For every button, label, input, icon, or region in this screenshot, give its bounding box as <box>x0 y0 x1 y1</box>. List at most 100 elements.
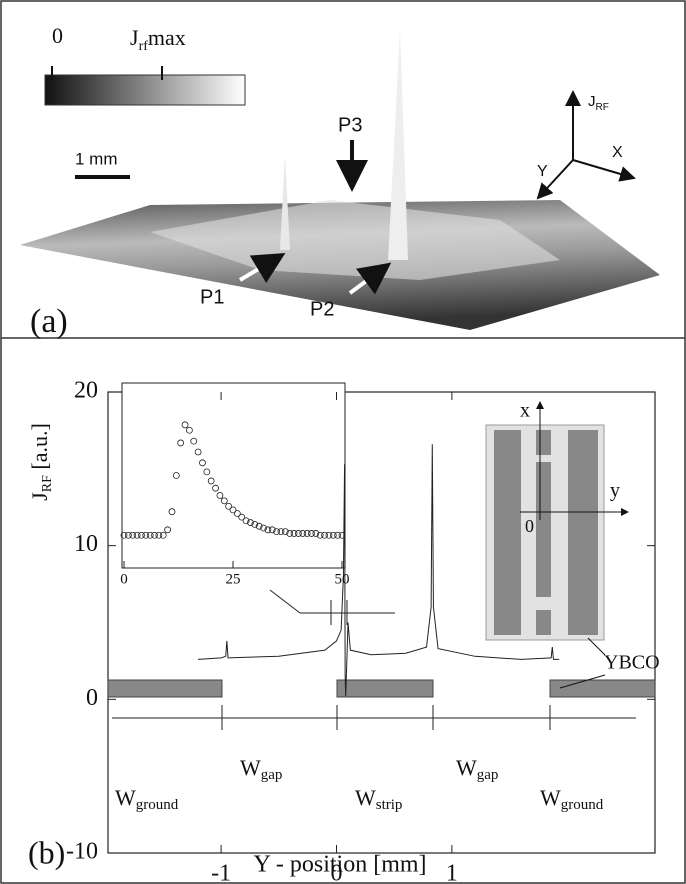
colorbar-max: Jrfmax <box>130 25 186 54</box>
inset-point <box>164 526 172 534</box>
axis-name: JRF <box>588 93 609 113</box>
inset-point <box>155 531 163 539</box>
inset-point <box>264 526 272 534</box>
y-label: JRF [a.u.] <box>27 423 55 501</box>
panel-label: (a) <box>30 303 68 340</box>
scale-label: 1 mm <box>75 149 118 168</box>
device-label: y <box>610 480 620 502</box>
inset-tick-label: 50 <box>335 571 350 587</box>
annotation: P2 <box>310 298 334 320</box>
inset-pointer <box>269 589 395 625</box>
inset-point <box>190 437 198 445</box>
inset-point <box>338 531 346 539</box>
inset-point <box>321 531 328 539</box>
y-tick-label: 0 <box>86 685 98 711</box>
t: J <box>27 492 52 501</box>
t: W <box>540 785 561 810</box>
inset-point <box>238 513 246 521</box>
colorbar-min: 0 <box>52 23 63 48</box>
inset-point <box>216 492 224 499</box>
ground-bar <box>549 679 656 698</box>
inset-point <box>329 531 337 539</box>
spike <box>280 155 290 250</box>
t: RF <box>596 102 609 113</box>
device <box>485 401 629 689</box>
panel-label: (b) <box>28 834 65 870</box>
inset-point <box>199 459 206 467</box>
arrow <box>238 252 286 284</box>
inset-point <box>172 472 180 479</box>
inset-point <box>146 531 154 539</box>
svg-text:Wgap: Wgap <box>456 755 498 783</box>
inset-frame <box>121 382 346 569</box>
x-tick-label: 0 <box>330 861 342 884</box>
t: strip <box>376 797 403 813</box>
inset-point <box>299 530 307 537</box>
inset-point <box>242 517 250 525</box>
inset-point <box>133 531 141 539</box>
colorbar <box>44 74 246 106</box>
svg-text:Wgap: Wgap <box>240 755 282 783</box>
ground-bar <box>107 679 223 698</box>
annotation: P1 <box>200 286 224 308</box>
inset-point <box>207 477 215 485</box>
inset-tick-label: 25 <box>226 571 241 587</box>
svg-text:Wstrip: Wstrip <box>355 785 402 813</box>
t: RF <box>40 475 55 492</box>
t: J <box>130 25 139 50</box>
inset-point <box>277 528 285 536</box>
t: [a.u.] <box>27 423 52 475</box>
inset-point <box>308 530 315 537</box>
inset-point <box>142 531 150 539</box>
dimension-ticks <box>221 705 551 730</box>
device-label: 0 <box>525 516 534 536</box>
inset-point <box>151 531 158 539</box>
inset-point <box>251 520 259 528</box>
inset-point <box>294 530 302 537</box>
inset-point <box>124 531 132 539</box>
inset-point <box>138 531 145 539</box>
inset-point <box>281 528 289 536</box>
axis-arrow <box>536 159 574 200</box>
inset-point <box>159 531 167 539</box>
device-label: YBCO <box>604 652 660 674</box>
strip-bar <box>336 679 434 698</box>
inset-point <box>268 526 276 534</box>
t: W <box>355 785 376 810</box>
inset-point <box>181 421 189 429</box>
inset-point <box>286 530 294 537</box>
inset-point <box>290 530 298 537</box>
inset-tick-label: 0 <box>120 571 128 587</box>
t: gap <box>261 767 283 783</box>
inset-point <box>229 506 237 514</box>
inset-point <box>203 468 211 476</box>
inset-point <box>220 497 228 505</box>
inset-point <box>247 519 254 526</box>
axis-name: Y <box>537 163 548 180</box>
axis-name: X <box>612 144 623 161</box>
w-labels: Wgap Wgap Wground Wstrip Wground <box>115 755 604 813</box>
t: J <box>588 93 596 110</box>
inset-point <box>325 531 333 539</box>
inset-point <box>334 531 342 539</box>
x-tick-label: -1 <box>211 861 231 884</box>
inset-point <box>129 531 137 539</box>
device-label: x <box>520 400 530 422</box>
t: rf <box>139 39 149 54</box>
x-tick-label: 1 <box>446 861 458 884</box>
svg-text:Wground: Wground <box>115 785 179 813</box>
inset-point <box>185 426 193 434</box>
y-tick-label: 20 <box>74 378 98 404</box>
t: ground <box>136 797 179 813</box>
arrow <box>348 262 392 295</box>
inset-point <box>168 508 176 516</box>
inset-point <box>194 448 202 456</box>
inset-point <box>316 531 324 539</box>
t: W <box>456 755 477 780</box>
y-tick-label: -10 <box>66 839 98 865</box>
line <box>197 444 560 697</box>
t: ground <box>561 797 604 813</box>
inset-point <box>312 530 320 537</box>
